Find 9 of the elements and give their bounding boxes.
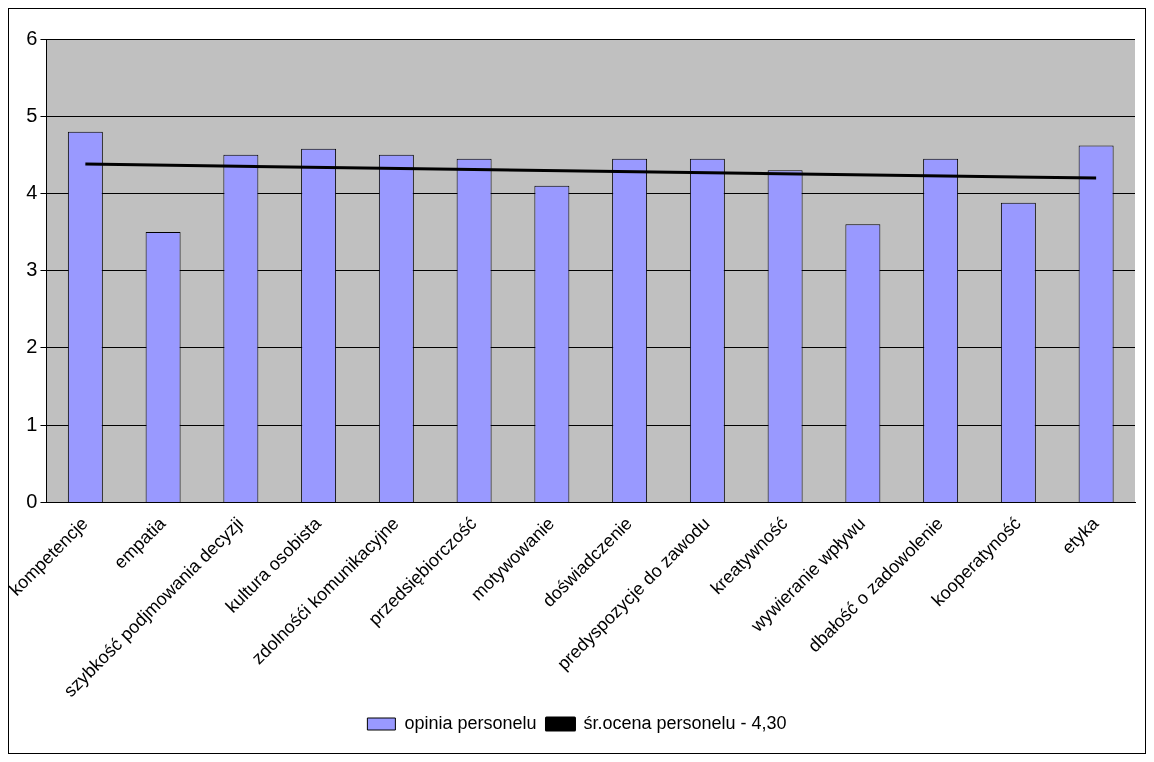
y-tick-label: 0	[26, 489, 38, 512]
y-tick-label: 1	[26, 412, 38, 435]
legend-label: śr.ocena personelu - 4,30	[583, 712, 787, 733]
y-tick-label: 5	[26, 103, 38, 126]
y-tick-label: 6	[26, 26, 38, 49]
y-tick-label: 4	[26, 180, 38, 203]
y-tick-label: 3	[26, 258, 38, 281]
y-tick-label: 2	[26, 335, 38, 358]
legend-label: opinia personelu	[404, 712, 537, 733]
